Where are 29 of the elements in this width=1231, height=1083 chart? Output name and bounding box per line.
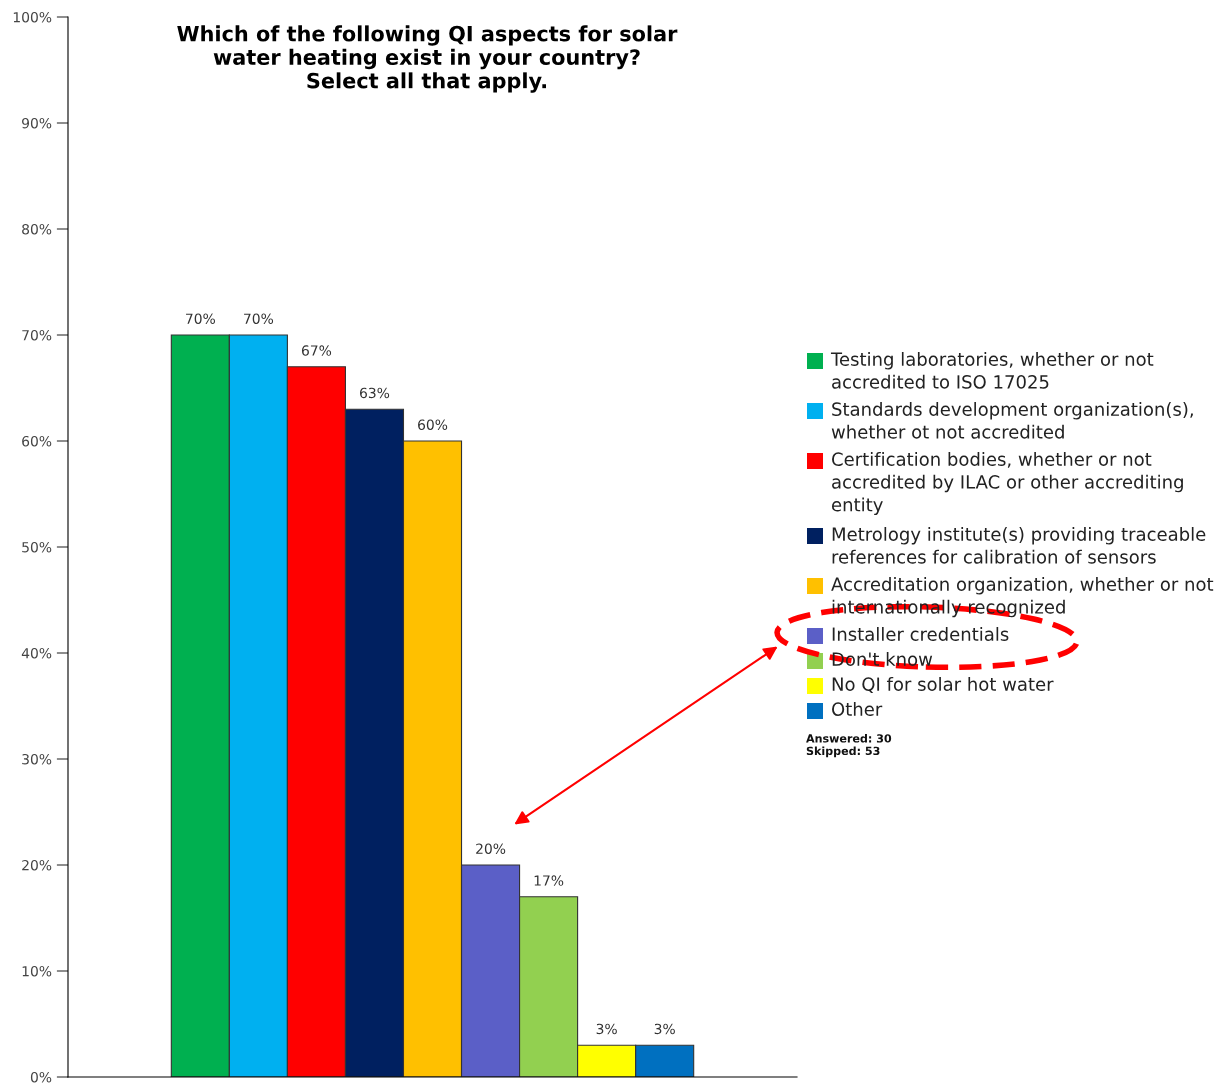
y-tick-label: 90% bbox=[22, 117, 52, 129]
legend-label: Metrology institute(s) providing traceable references for calibration of sensors bbox=[832, 527, 1206, 564]
data-label: 70% bbox=[186, 313, 215, 324]
data-label: 20% bbox=[476, 843, 506, 854]
legend-label: Certification bodies, whether or not accredited by ILAC or other accrediting entity bbox=[832, 452, 1183, 515]
legend-label: Testing laboratories, whether or not accredited to ISO 17025 bbox=[830, 352, 1154, 389]
text: Which of the following QI aspects for solar water heating exist in your country? Select all that apply. bbox=[177, 25, 678, 93]
data-label: 63% bbox=[359, 387, 390, 399]
data-label: 70% bbox=[244, 313, 274, 324]
data-label: 60% bbox=[418, 419, 448, 430]
y-tick-label: 40% bbox=[21, 647, 52, 659]
data-label: 3% bbox=[596, 1023, 617, 1035]
y-tick-label: 30% bbox=[22, 753, 52, 765]
text: Answered: 30 Skipped: 53 bbox=[806, 734, 892, 758]
y-tick-label: 60% bbox=[22, 435, 52, 447]
y-tick-label: 10% bbox=[22, 965, 52, 977]
y-tick-label: 20% bbox=[22, 859, 52, 871]
y-tick-label: 50% bbox=[22, 541, 52, 553]
y-tick-label: 70% bbox=[22, 329, 52, 341]
data-label: 17% bbox=[534, 875, 564, 886]
legend-label: Standards development organization(s), whether ot not accredited bbox=[831, 402, 1193, 439]
y-tick-label: 0% bbox=[30, 1071, 52, 1083]
legend-label: Other bbox=[832, 702, 883, 716]
legend-label: No QI for solar hot water bbox=[832, 677, 1054, 694]
y-tick-label: 80% bbox=[22, 223, 52, 235]
legend-label: Installer credentials bbox=[832, 627, 1009, 641]
y-tick-label: 100% bbox=[13, 11, 52, 23]
data-label: 3% bbox=[654, 1023, 675, 1035]
data-label: 67% bbox=[301, 345, 332, 356]
